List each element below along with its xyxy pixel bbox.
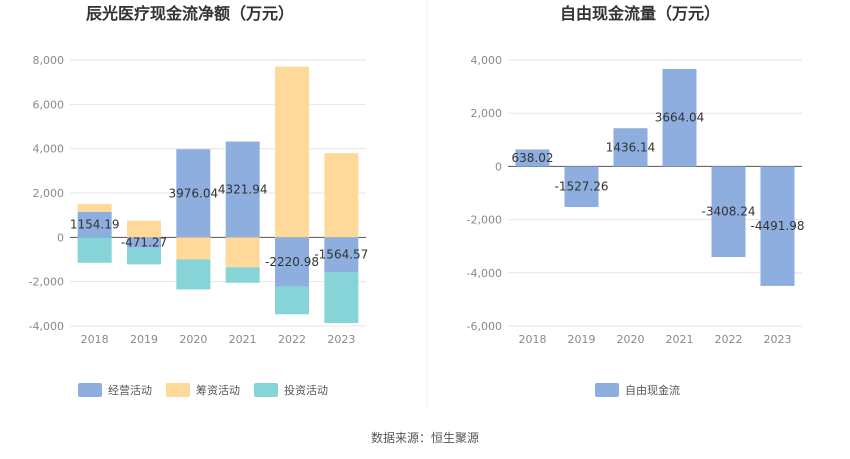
x-tick-label: 2019 (130, 333, 158, 346)
data-label: -1564.57 (314, 248, 368, 262)
bar-自由现金流-2021 (662, 68, 697, 167)
y-tick-label: 6,000 (33, 98, 65, 111)
legend-label: 投资活动 (284, 383, 328, 397)
y-tick-label: 2,000 (33, 187, 65, 200)
bar-筹资活动-2021 (225, 237, 260, 268)
legend-label: 筹资活动 (196, 383, 240, 397)
data-label: 3976.04 (169, 186, 219, 200)
y-tick-label: 8,000 (33, 54, 65, 67)
x-tick-label: 2022 (278, 333, 306, 346)
legend-swatch (595, 383, 619, 397)
bar-筹资活动-2023 (324, 153, 359, 238)
x-tick-label: 2018 (81, 333, 109, 346)
y-tick-label: 0 (495, 160, 502, 173)
bar-经营活动-2021 (225, 141, 260, 238)
bar-自由现金流-2018 (515, 149, 550, 167)
bar-筹资活动-2019 (127, 220, 161, 238)
bar-经营活动-2023 (324, 237, 359, 273)
bar-经营活动-2018 (77, 211, 112, 238)
y-tick-label: 4,000 (33, 143, 65, 156)
right-chart-grid: -6,000 -4,000 -2,000 0 2,000 4,000 (467, 54, 802, 333)
left-chart-legend: 经营活动 筹资活动 投资活动 (78, 383, 328, 397)
legend-label: 自由现金流 (625, 383, 680, 397)
x-tick-label: 2023 (764, 333, 792, 346)
data-label: 4321.94 (218, 182, 268, 196)
left-chart-title: 辰光医疗现金流净额（万元） (86, 4, 294, 23)
legend-swatch (166, 383, 190, 397)
source-label: 数据来源：恒生聚源 (371, 430, 479, 445)
bar-经营活动-2019 (127, 237, 161, 248)
data-label: 3664.04 (655, 111, 705, 125)
bar-筹资活动-2018 (77, 203, 112, 212)
x-tick-label: 2019 (568, 333, 596, 346)
bar-投资活动-2020 (176, 259, 211, 290)
data-label: 638.02 (512, 151, 554, 165)
data-label: -1527.26 (555, 180, 609, 194)
data-label: -3408.24 (702, 205, 756, 219)
y-tick-label: -2,000 (29, 276, 64, 289)
bar-投资活动-2019 (127, 247, 161, 265)
bar-投资活动-2021 (225, 267, 260, 283)
x-tick-label: 2020 (179, 333, 207, 346)
x-tick-label: 2021 (229, 333, 257, 346)
left-chart-cash-flow-net: 辰光医疗现金流净额（万元） -4,000 -2,000 0 2,000 4,000 6,0… (29, 4, 368, 397)
x-tick-label: 2021 (666, 333, 694, 346)
right-chart-bars (515, 68, 795, 286)
bar-经营活动-2020 (176, 149, 211, 238)
data-label: -2220.98 (265, 255, 319, 269)
x-tick-label: 2022 (715, 333, 743, 346)
data-label: -471.27 (121, 236, 167, 250)
y-tick-label: -4,000 (29, 320, 64, 333)
y-tick-label: 0 (57, 231, 64, 244)
right-chart-free-cash-flow: 自由现金流量（万元） -6,000 -4,000 -2,000 0 2,000 4,000… (467, 4, 805, 397)
x-tick-label: 2020 (617, 333, 645, 346)
right-chart-data-labels: 638.02 -1527.26 1436.14 3664.04 -3408.24-449… (512, 111, 805, 233)
x-tick-label: 2023 (327, 333, 355, 346)
bar-自由现金流-2019 (564, 166, 599, 208)
x-tick-label: 2018 (519, 333, 547, 346)
left-chart-x-ticks: 2018 2019 2020 2021 2022 2023 (81, 333, 356, 346)
y-tick-label: 4,000 (471, 54, 503, 67)
y-tick-label: -4,000 (467, 267, 502, 280)
left-chart-grid: -4,000 -2,000 0 2,000 4,000 6,000 8,000 (29, 54, 366, 333)
bar-自由现金流-2020 (613, 128, 648, 167)
data-label: -4491.98 (751, 219, 805, 233)
y-tick-label: -2,000 (467, 214, 502, 227)
right-chart-x-ticks: 2018 2019 2020 2021 2022 2023 (519, 333, 792, 346)
right-chart-legend: 自由现金流 (595, 383, 680, 397)
left-chart-bars (77, 66, 359, 323)
bar-投资活动-2023 (324, 272, 359, 323)
bar-自由现金流-2022 (711, 166, 746, 258)
y-tick-label: 2,000 (471, 107, 503, 120)
legend-label: 经营活动 (108, 383, 152, 397)
bar-自由现金流-2023 (760, 166, 795, 286)
bar-投资活动-2018 (77, 237, 112, 263)
bar-投资活动-2022 (275, 286, 309, 315)
bar-筹资活动-2020 (176, 237, 211, 260)
legend-swatch (254, 383, 278, 397)
bar-经营活动-2022 (275, 237, 309, 287)
legend-swatch (78, 383, 102, 397)
y-tick-label: -6,000 (467, 320, 502, 333)
bar-筹资活动-2022 (275, 66, 309, 238)
right-chart-title: 自由现金流量（万元） (560, 4, 720, 23)
data-label: 1436.14 (606, 140, 656, 154)
data-label: 1154.19 (70, 218, 120, 232)
left-chart-data-labels: 1154.19-471.27 3976.04 4321.94 -2220.98-156… (70, 182, 368, 269)
